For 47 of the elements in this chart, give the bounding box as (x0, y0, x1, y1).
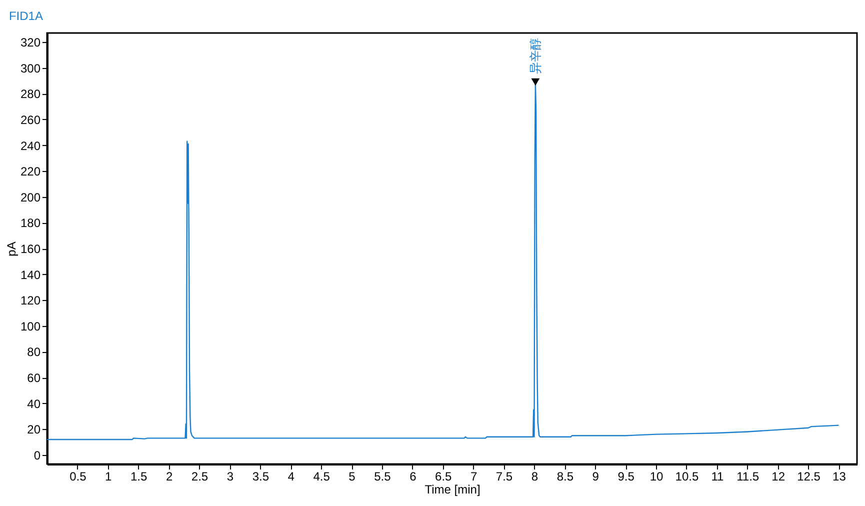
y-tick-label: 20 (27, 422, 41, 437)
x-tick-label: 5.5 (374, 470, 392, 484)
y-tick-label: 120 (20, 294, 41, 308)
x-tick-label: 10.5 (675, 470, 699, 484)
x-tick-label: 6 (410, 470, 417, 484)
x-axis-title: Time [min] (424, 482, 480, 496)
x-tick-label: 9 (592, 470, 600, 484)
y-tick-label: 100 (20, 319, 41, 334)
x-tick-label: 12 (772, 470, 786, 484)
x-tick-label: 8.5 (556, 470, 574, 484)
y-tick-label: 280 (20, 87, 41, 102)
y-tick-label: 220 (20, 164, 41, 179)
y-tick-label: 180 (20, 216, 41, 230)
y-tick-label: 40 (27, 396, 41, 411)
x-tick-label: 2.5 (191, 470, 208, 484)
x-tick-label: 0.5 (70, 470, 87, 484)
x-tick-label: 3.5 (252, 470, 270, 484)
x-tick-label: 3 (226, 470, 234, 484)
y-tick-label: 300 (20, 61, 41, 76)
x-tick-label: 4.5 (313, 470, 330, 484)
x-tick-label: 6.5 (435, 470, 452, 484)
x-tick-label: 4 (288, 470, 295, 484)
y-tick-label: 160 (20, 242, 41, 256)
y-tick-label: 200 (20, 190, 41, 204)
annotation: 异辛醇 (528, 38, 542, 74)
x-tick-label: 11 (711, 470, 724, 484)
x-tick-label: 11.5 (736, 470, 760, 484)
x-tick-label: 1 (105, 470, 112, 484)
y-tick-label: 140 (20, 268, 41, 282)
y-tick-label: 60 (27, 371, 41, 386)
y-tick-label: 80 (27, 345, 41, 360)
x-tick-label: 8 (531, 470, 538, 484)
y-tick-label: 240 (20, 138, 41, 153)
x-tick-label: 10 (650, 470, 664, 484)
x-tick-label: 1.5 (130, 470, 148, 484)
x-tick-label: 13 (832, 470, 846, 484)
x-tick-label: 7.5 (496, 470, 513, 484)
y-tick-label: 320 (20, 36, 41, 50)
y-tick-label: 260 (20, 112, 41, 127)
x-tick-label: 2 (166, 470, 173, 484)
y-tick-label: 0 (34, 448, 41, 462)
x-tick-label: 7 (470, 470, 478, 484)
x-tick-label: 9.5 (618, 470, 635, 484)
x-tick-label: 5 (348, 470, 356, 484)
x-tick-label: 12.5 (797, 470, 821, 484)
chart-title: FID1A (8, 9, 43, 23)
y-axis-title: pA (4, 242, 18, 256)
